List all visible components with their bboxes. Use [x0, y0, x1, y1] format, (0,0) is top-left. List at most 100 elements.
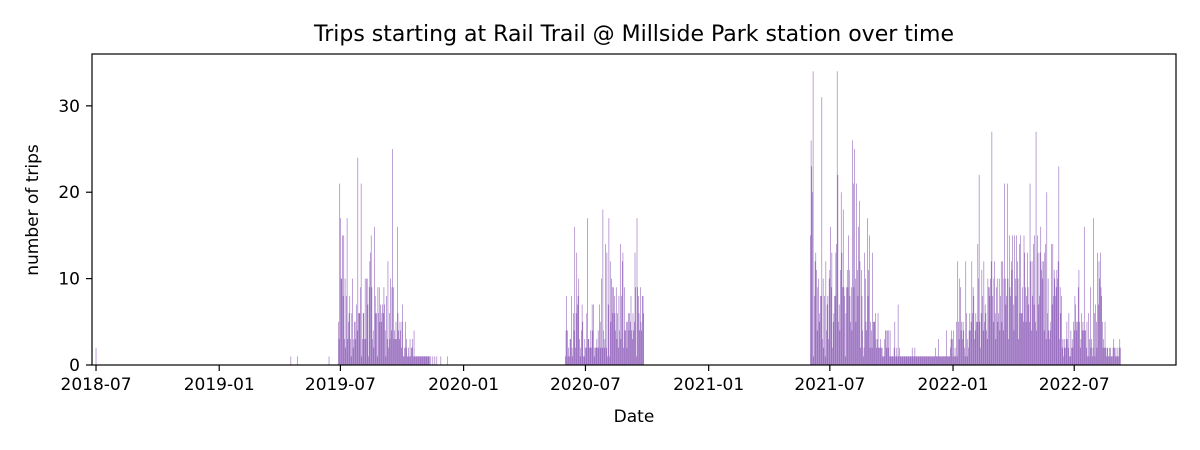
- bar-2022-04-07: [1017, 261, 1018, 365]
- bar-2020-09-10: [632, 313, 634, 365]
- bar-2019-08-13: [368, 287, 370, 365]
- bar-2020-06-08: [569, 339, 571, 365]
- bar-2022-02-26: [990, 278, 991, 365]
- bar-2020-07-04: [587, 218, 588, 365]
- bar-2021-10-07: [895, 356, 896, 365]
- x-axis-label: Date: [614, 407, 655, 427]
- bar-2021-07-15: [838, 304, 840, 365]
- bar-2022-03-17: [1002, 330, 1004, 365]
- bar-2020-07-26: [601, 347, 603, 365]
- bar-2022-06-13: [1061, 347, 1063, 365]
- bar-2019-09-26: [398, 330, 399, 365]
- bar-2019-09-03: [382, 313, 384, 365]
- bar-2022-05-27: [1050, 321, 1052, 365]
- bar-2019-08-07: [364, 278, 366, 365]
- bar-2022-06-14: [1062, 339, 1064, 365]
- bar-2021-08-24: [865, 321, 867, 365]
- bar-2022-06-07: [1057, 261, 1059, 365]
- bar-2019-08-20: [373, 347, 375, 365]
- bar-2022-01-18: [964, 347, 965, 365]
- bar-2022-08-31: [1114, 347, 1116, 365]
- bar-2022-04-23: [1027, 287, 1029, 365]
- bar-2022-07-27: [1091, 339, 1092, 365]
- bar-2019-07-16: [350, 339, 351, 365]
- bar-2021-07-18: [840, 192, 842, 365]
- bar-2021-11-27: [929, 356, 930, 365]
- bar-2021-12-05: [934, 356, 936, 365]
- bar-2022-01-05: [955, 356, 957, 365]
- bar-2022-02-14: [982, 295, 983, 365]
- bar-2021-09-02: [871, 347, 873, 365]
- bar-2020-07-20: [597, 330, 599, 365]
- bar-2020-07-19: [597, 347, 598, 365]
- x-tick-label: 2022-01: [918, 375, 989, 395]
- bar-2020-08-05: [608, 218, 610, 365]
- bar-2021-07-11: [836, 244, 837, 365]
- bar-2022-06-16: [1063, 339, 1065, 365]
- bar-2022-07-16: [1083, 226, 1085, 365]
- bar-2022-07-30: [1093, 218, 1094, 365]
- bar-2020-07-23: [599, 321, 601, 365]
- bar-2019-08-15: [370, 252, 371, 365]
- y-tick-label: 10: [58, 270, 80, 290]
- bar-2022-08-11: [1101, 295, 1102, 365]
- bar-2022-05-03: [1034, 235, 1036, 365]
- bar-2022-09-07: [1119, 339, 1121, 365]
- bar-2021-12-29: [950, 339, 952, 365]
- bar-2019-10-15: [411, 347, 412, 365]
- bar-2022-03-13: [1000, 295, 1001, 365]
- bar-2022-01-14: [961, 321, 963, 365]
- bar-2022-01-26: [969, 313, 971, 365]
- x-tick-label: 2021-01: [673, 375, 744, 395]
- bar-2022-03-31: [1012, 235, 1013, 365]
- bar-2019-07-24: [355, 339, 357, 365]
- bar-2021-07-17: [840, 269, 841, 365]
- bar-2021-10-18: [902, 356, 904, 365]
- bar-2019-07-13: [348, 321, 349, 365]
- bar-2022-02-19: [985, 313, 987, 365]
- bar-2020-07-22: [599, 304, 600, 365]
- bar-2021-09-30: [890, 356, 892, 365]
- bar-2019-07-22: [354, 321, 355, 365]
- bar-2022-08-30: [1114, 347, 1115, 365]
- x-tick-label: 2020-07: [550, 375, 621, 395]
- bar-2022-07-10: [1079, 347, 1081, 365]
- bar-2022-01-30: [972, 313, 973, 365]
- bar-2020-07-06: [588, 339, 590, 365]
- bar-2019-08-23: [375, 313, 377, 365]
- bar-2022-01-24: [968, 347, 969, 365]
- bar-2020-06-26: [581, 304, 583, 365]
- bar-2019-10-31: [421, 356, 423, 365]
- bar-2022-01-01: [952, 356, 954, 365]
- bar-2019-07-28: [358, 313, 359, 365]
- bar-2022-01-21: [966, 313, 967, 365]
- bar-2019-07-21: [353, 339, 355, 365]
- bar-2019-07-01: [340, 218, 341, 365]
- bar-2022-03-30: [1011, 269, 1013, 365]
- bar-2019-09-25: [397, 313, 399, 365]
- bar-2022-07-29: [1092, 347, 1094, 365]
- bar-2019-10-27: [419, 356, 420, 365]
- bar-2022-03-06: [995, 339, 997, 365]
- bar-2021-09-12: [878, 347, 880, 365]
- bar-2021-11-30: [931, 356, 932, 365]
- bar-2022-08-26: [1111, 356, 1113, 365]
- bar-2021-11-13: [919, 356, 921, 365]
- bar-2021-11-16: [921, 356, 923, 365]
- bar-2021-12-19: [944, 356, 945, 365]
- bar-2022-01-20: [965, 261, 967, 365]
- bar-2021-10-08: [895, 356, 897, 365]
- x-tick-label: 2019-07: [305, 375, 376, 395]
- bar-2022-03-16: [1002, 261, 1003, 365]
- bar-2022-04-26: [1029, 183, 1031, 365]
- bar-2019-07-14: [348, 313, 350, 365]
- bar-2021-11-24: [927, 356, 928, 365]
- bar-2019-07-23: [354, 321, 356, 365]
- bar-2019-07-29: [358, 313, 360, 365]
- bar-2021-10-12: [898, 356, 900, 365]
- bar-2021-10-21: [904, 356, 906, 365]
- bar-2022-05-20: [1045, 339, 1047, 365]
- bar-2022-06-19: [1065, 339, 1067, 365]
- bar-2022-04-14: [1021, 313, 1023, 365]
- bar-2020-09-24: [642, 295, 643, 365]
